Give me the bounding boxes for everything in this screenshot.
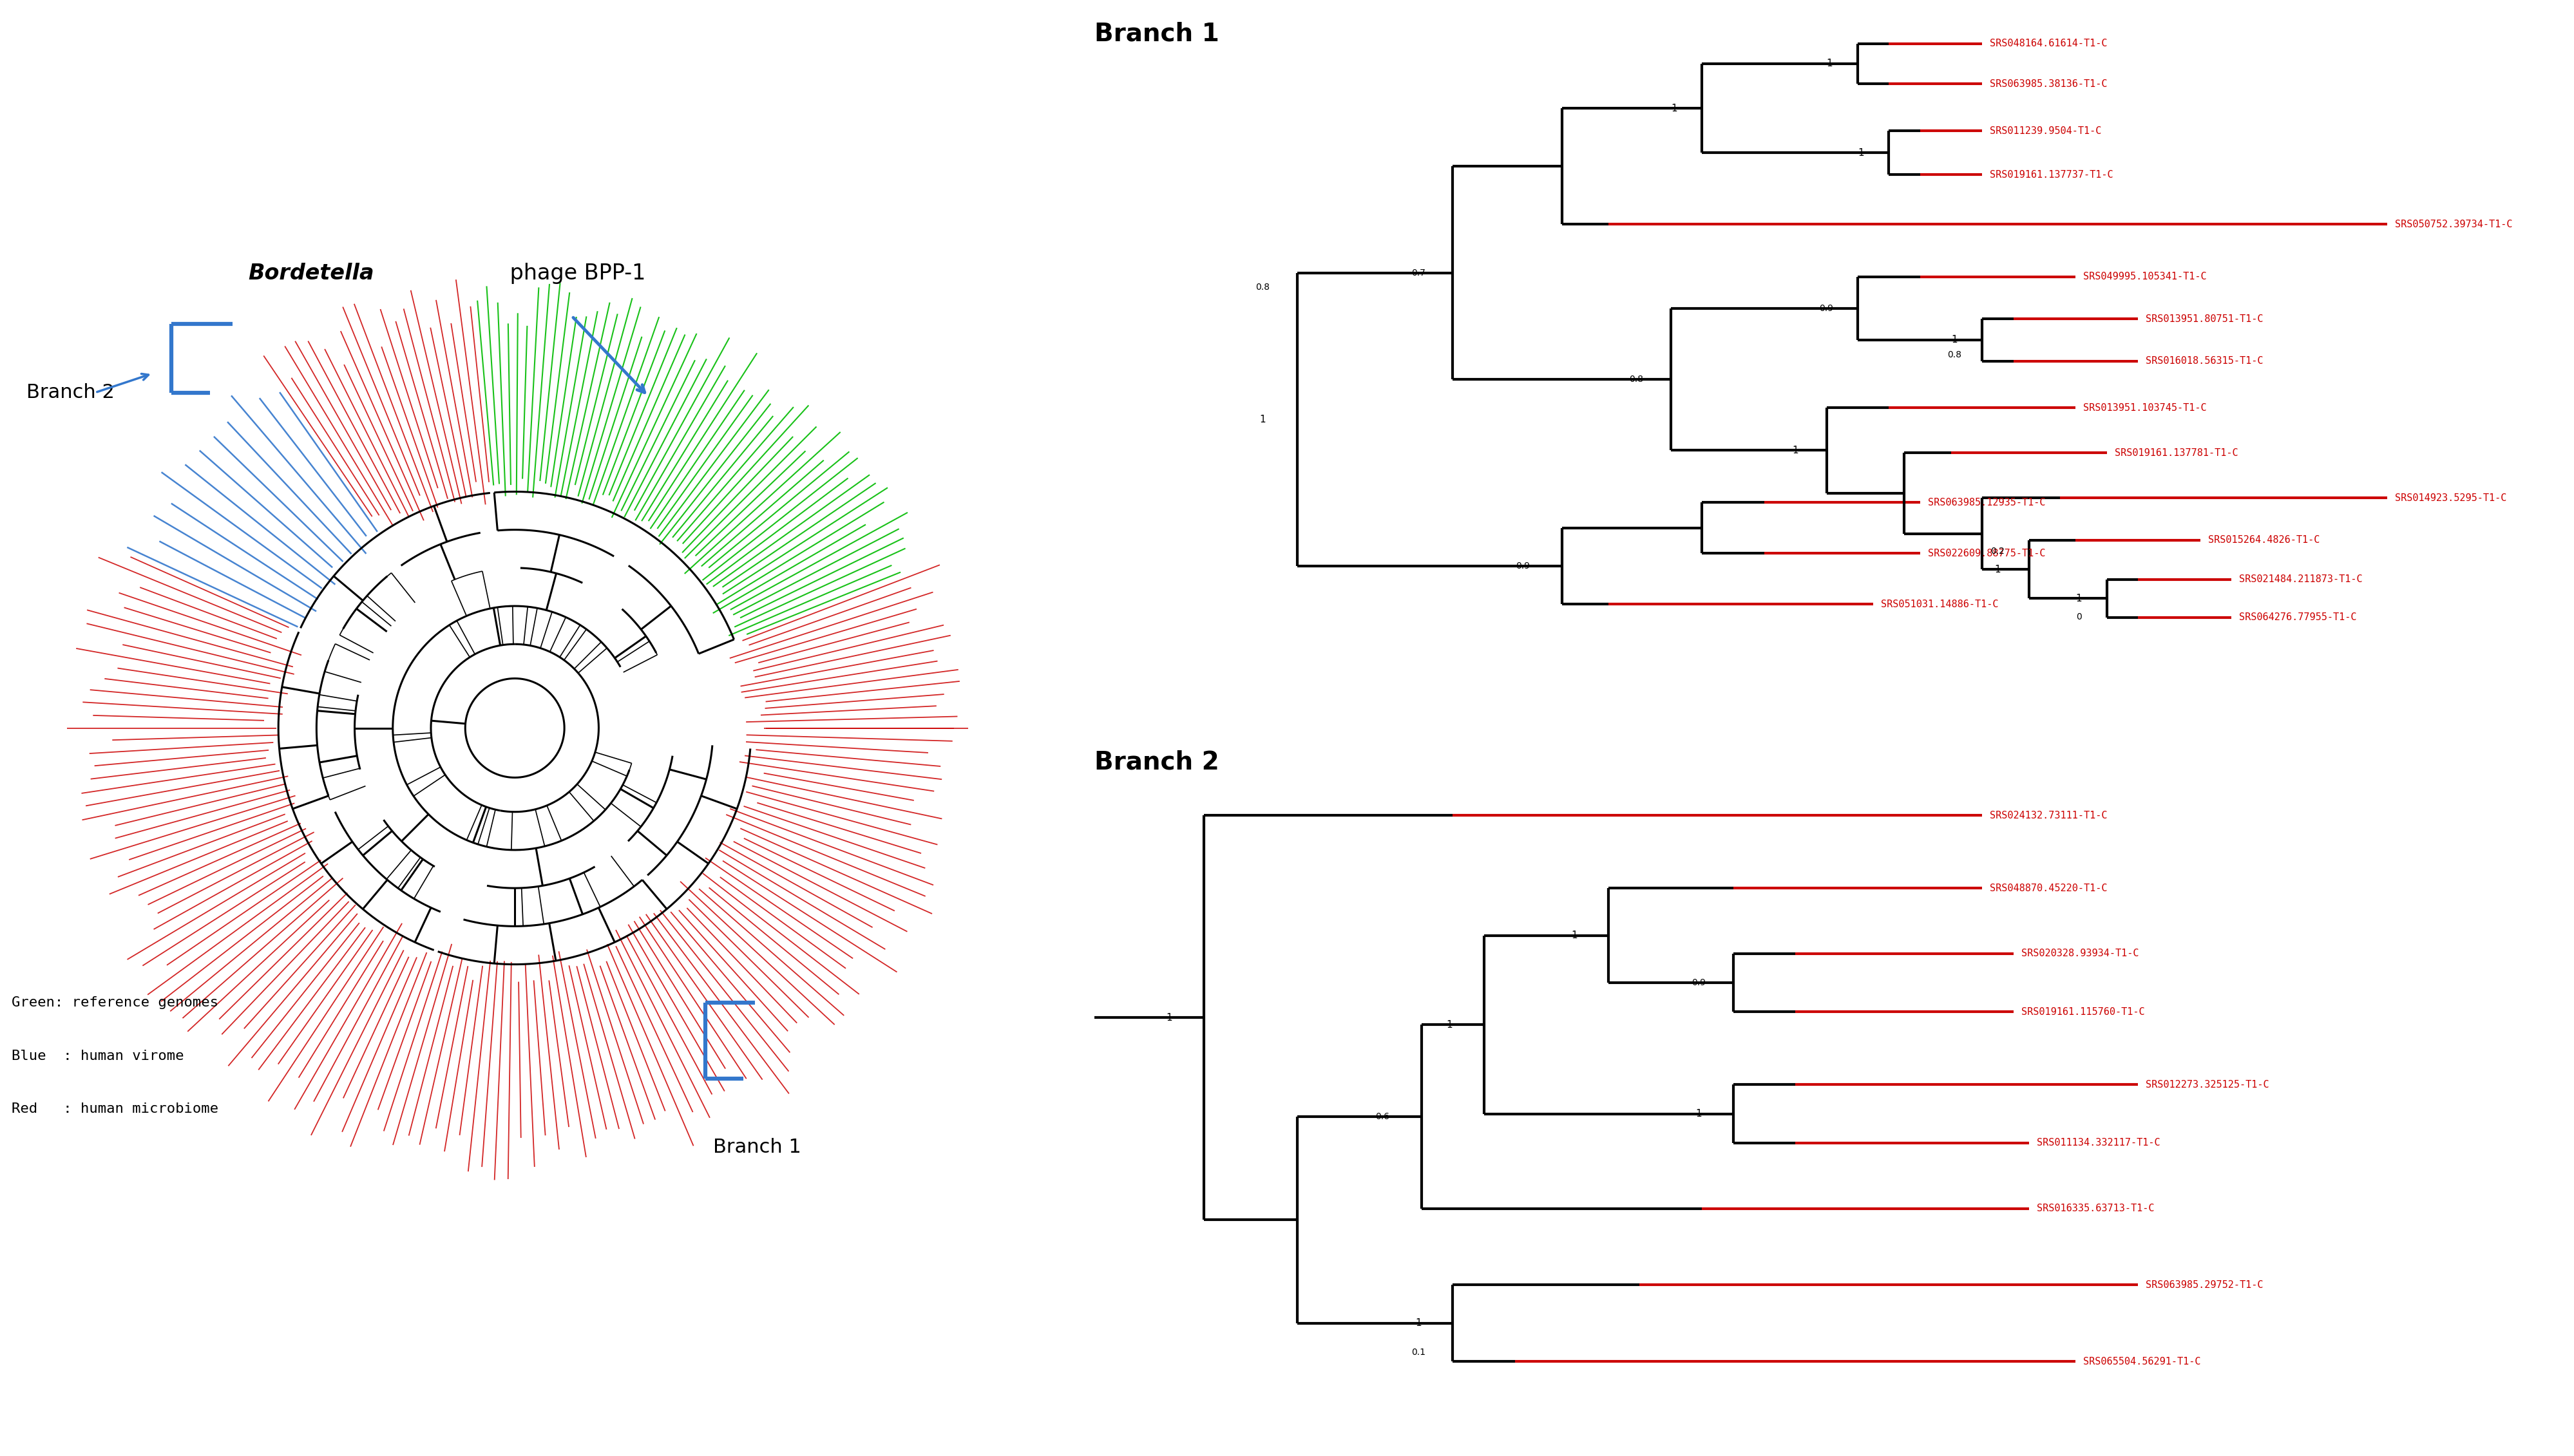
Text: SRS020328.93934-T1-C: SRS020328.93934-T1-C xyxy=(2021,949,2139,958)
Text: 0.8: 0.8 xyxy=(1946,349,1961,360)
Text: SRS012273.325125-T1-C: SRS012273.325125-T1-C xyxy=(2147,1080,2270,1089)
Text: SRS021484.211873-T1-C: SRS021484.211873-T1-C xyxy=(2239,575,2363,584)
Text: 1: 1 xyxy=(1951,335,1956,345)
Text: SRS063985.38136-T1-C: SRS063985.38136-T1-C xyxy=(1990,79,2108,89)
Text: 0.7: 0.7 xyxy=(1411,268,1426,277)
Text: SRS051031.14886-T1-C: SRS051031.14886-T1-C xyxy=(1882,600,1997,609)
Text: 1: 1 xyxy=(1858,149,1864,157)
Text: Blue  : human virome: Blue : human virome xyxy=(10,1050,183,1063)
Text: SRS063985.29752-T1-C: SRS063985.29752-T1-C xyxy=(2147,1280,2263,1290)
Text: 1: 1 xyxy=(1416,1318,1421,1328)
Text: SRS048870.45220-T1-C: SRS048870.45220-T1-C xyxy=(1990,884,2108,893)
Text: SRS019161.115760-T1-C: SRS019161.115760-T1-C xyxy=(2021,1008,2144,1016)
Text: 0.8: 0.8 xyxy=(1256,282,1269,291)
Text: 1: 1 xyxy=(1828,58,1833,68)
Text: SRS048164.61614-T1-C: SRS048164.61614-T1-C xyxy=(1990,39,2108,48)
Text: SRS019161.137781-T1-C: SRS019161.137781-T1-C xyxy=(2116,448,2237,457)
Text: 0.8: 0.8 xyxy=(1629,374,1645,384)
Text: 1: 1 xyxy=(1696,1109,1701,1118)
Text: SRS016335.63713-T1-C: SRS016335.63713-T1-C xyxy=(2036,1204,2154,1213)
Text: 0: 0 xyxy=(2077,612,2082,622)
Text: phage BPP-1: phage BPP-1 xyxy=(505,264,646,284)
Text: 1: 1 xyxy=(1792,446,1799,456)
Text: SRS049995.105341-T1-C: SRS049995.105341-T1-C xyxy=(2082,272,2206,281)
Text: SRS065504.56291-T1-C: SRS065504.56291-T1-C xyxy=(2082,1357,2201,1366)
Text: SRS011239.9504-T1-C: SRS011239.9504-T1-C xyxy=(1990,127,2103,135)
Text: 0.9: 0.9 xyxy=(1820,304,1833,313)
Text: 1: 1 xyxy=(1259,415,1266,424)
Text: 0.1: 0.1 xyxy=(1411,1348,1426,1357)
Text: 0.2: 0.2 xyxy=(1990,546,2005,556)
Text: Bordetella: Bordetella xyxy=(247,264,373,284)
Text: SRS064276.77955-T1-C: SRS064276.77955-T1-C xyxy=(2239,613,2358,622)
Text: 1: 1 xyxy=(1570,930,1578,941)
Text: Red   : human microbiome: Red : human microbiome xyxy=(10,1102,219,1115)
Text: SRS016018.56315-T1-C: SRS016018.56315-T1-C xyxy=(2147,357,2263,365)
Text: SRS019161.137737-T1-C: SRS019161.137737-T1-C xyxy=(1990,170,2113,179)
Text: 0.9: 0.9 xyxy=(1691,978,1707,987)
Text: SRS011134.332117-T1-C: SRS011134.332117-T1-C xyxy=(2036,1139,2160,1147)
Text: SRS013951.103745-T1-C: SRS013951.103745-T1-C xyxy=(2082,403,2206,412)
Text: 1: 1 xyxy=(1995,565,2000,574)
Text: Green: reference genomes: Green: reference genomes xyxy=(10,996,219,1009)
Text: Branch 2: Branch 2 xyxy=(26,383,116,402)
Text: SRS015264.4826-T1-C: SRS015264.4826-T1-C xyxy=(2208,536,2319,545)
Text: Branch 1: Branch 1 xyxy=(1094,22,1220,47)
Text: Branch 1: Branch 1 xyxy=(713,1139,801,1156)
Text: 1: 1 xyxy=(1671,103,1678,114)
Text: SRS022609.88775-T1-C: SRS022609.88775-T1-C xyxy=(1928,549,2046,558)
Text: 1: 1 xyxy=(2075,594,2082,603)
Text: SRS024132.73111-T1-C: SRS024132.73111-T1-C xyxy=(1990,811,2108,820)
Text: SRS050752.39734-T1-C: SRS050752.39734-T1-C xyxy=(2394,220,2512,229)
Text: SRS063985.12935-T1-C: SRS063985.12935-T1-C xyxy=(1928,498,2046,507)
Text: SRS014923.5295-T1-C: SRS014923.5295-T1-C xyxy=(2394,494,2507,502)
Text: SRS013951.80751-T1-C: SRS013951.80751-T1-C xyxy=(2147,314,2263,323)
Text: 1: 1 xyxy=(1447,1019,1452,1029)
Text: 0.9: 0.9 xyxy=(1516,562,1529,571)
Text: 1: 1 xyxy=(1166,1013,1171,1022)
Text: Branch 2: Branch 2 xyxy=(1094,750,1220,775)
Text: 0.6: 0.6 xyxy=(1375,1112,1390,1121)
